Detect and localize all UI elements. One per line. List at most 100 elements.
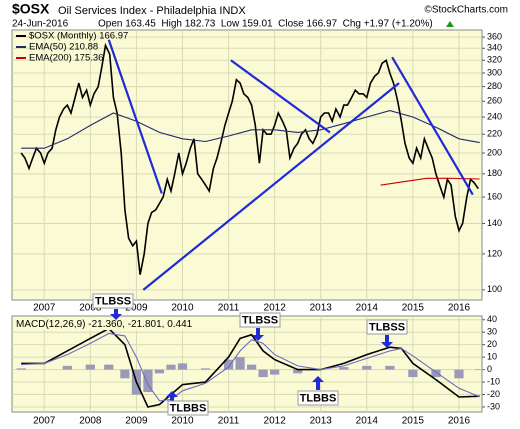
annotation-arrowhead — [252, 335, 264, 341]
x-tick-label: 2012 — [264, 416, 287, 427]
trendline — [230, 59, 331, 134]
y-tick-label: -30 — [487, 401, 500, 411]
x-tick-label: 2014 — [356, 416, 379, 427]
annotation-arrowhead — [381, 342, 393, 348]
annotation-box — [366, 319, 408, 335]
x-tick-label: 2015 — [402, 416, 425, 427]
histogram-bar — [62, 365, 72, 370]
macd-panel — [11, 315, 483, 413]
annotation-arrowhead — [110, 314, 122, 320]
y-tick-label: 240 — [487, 111, 502, 121]
histogram-bar — [177, 363, 188, 370]
y-tick-label: 30 — [487, 327, 497, 337]
annotation-box — [239, 312, 281, 328]
series-line — [380, 177, 480, 186]
annotation: TLBSS — [369, 321, 405, 333]
x-tick-label: 2009 — [125, 416, 148, 427]
y-tick-label: 10 — [487, 352, 497, 362]
x-tick-label: 2012 — [264, 303, 287, 314]
x-tick-label: 2010 — [171, 416, 194, 427]
histogram-bar — [120, 369, 130, 379]
up-arrow-icon — [446, 21, 454, 27]
x-tick-label: 2016 — [448, 303, 471, 314]
histogram-bar — [475, 369, 485, 370]
histogram-bar — [104, 364, 114, 370]
annotation-box — [167, 400, 209, 416]
histogram-bar — [339, 367, 349, 370]
x-tick-label: 2014 — [356, 303, 379, 314]
x-tick-label: 2008 — [79, 303, 102, 314]
y-tick-label: 280 — [487, 81, 502, 91]
histogram-bar — [408, 369, 418, 378]
annotation-box — [92, 293, 134, 309]
histogram-bar — [258, 369, 268, 378]
series-line — [20, 42, 479, 275]
y-tick-label: -20 — [487, 389, 500, 399]
y-tick-label: 20 — [487, 339, 497, 349]
y-tick-label: 140 — [487, 218, 502, 228]
series-line — [21, 110, 480, 149]
y-tick-label: 160 — [487, 191, 502, 201]
histogram-bar — [454, 369, 464, 379]
chart-subtitle: Oil Services Index - Philadelphia INDX — [58, 5, 246, 17]
annotation-arrowhead — [312, 376, 324, 382]
annotation: TLBBS — [170, 402, 207, 414]
stats: Open 163.45 High 182.73 Low 159.01 Close… — [98, 19, 433, 30]
trendline — [142, 82, 400, 291]
x-tick-label: 2016 — [448, 416, 471, 427]
source: ©StockCharts.com — [424, 5, 508, 16]
y-tick-label: 120 — [487, 248, 502, 258]
histogram-bar — [166, 364, 176, 370]
y-tick-label: 180 — [487, 168, 502, 178]
y-tick-label: 0 — [487, 364, 492, 374]
histogram-bar — [143, 369, 153, 393]
x-tick-label: 2008 — [79, 416, 102, 427]
legend-label: EMA(50) 210.88 — [29, 42, 98, 53]
y-tick-label: -10 — [487, 376, 500, 386]
y-tick-label: 320 — [487, 55, 502, 65]
trendline — [391, 56, 474, 196]
x-tick-label: 2007 — [33, 416, 56, 427]
annotation-arrowhead — [166, 391, 178, 397]
histogram-bar — [154, 369, 165, 374]
annotation: TLBSS — [95, 295, 131, 307]
y-tick-label: 220 — [487, 129, 502, 139]
x-tick-label: 2007 — [33, 303, 56, 314]
x-tick-label: 2013 — [310, 416, 333, 427]
legend-label: $OSX (Monthly) 166.97 — [29, 31, 128, 42]
y-tick-label: 360 — [487, 31, 502, 41]
series-line — [21, 332, 480, 402]
annotation: TLBSS — [242, 314, 278, 326]
date: 24-Jun-2016 — [12, 19, 69, 30]
x-tick-label: 2015 — [402, 303, 425, 314]
y-tick-label: 300 — [487, 67, 502, 77]
x-tick-label: 2009 — [125, 303, 148, 314]
histogram-bar — [270, 369, 280, 375]
histogram-bar — [385, 365, 395, 370]
legend-label: EMA(200) 175.36 — [29, 53, 103, 64]
x-tick-label: 2011 — [218, 303, 240, 314]
annotation: TLBBS — [300, 392, 337, 404]
annotation-box — [297, 390, 339, 406]
macd-title: MACD(12,26,9) -21.360, -21.801, 0.441 — [16, 319, 193, 330]
histogram-bar — [200, 368, 211, 370]
histogram-bar — [431, 369, 441, 378]
histogram-bar — [247, 364, 257, 370]
y-tick-label: 340 — [487, 43, 502, 53]
chart-title: $OSX — [12, 1, 50, 17]
histogram-bar — [223, 359, 234, 370]
y-tick-label: 260 — [487, 96, 502, 106]
histogram-bar — [85, 364, 95, 370]
y-tick-label: 100 — [487, 284, 502, 294]
macd-title-bg — [14, 318, 242, 330]
histogram-bar — [235, 357, 245, 370]
y-tick-label: 40 — [487, 314, 497, 324]
price-panel — [11, 29, 483, 301]
x-tick-label: 2010 — [171, 303, 194, 314]
histogram-bar — [293, 369, 303, 374]
histogram-bar — [16, 368, 26, 370]
x-tick-label: 2011 — [218, 416, 240, 427]
x-tick-label: 2013 — [310, 303, 333, 314]
histogram-bar — [362, 365, 372, 370]
